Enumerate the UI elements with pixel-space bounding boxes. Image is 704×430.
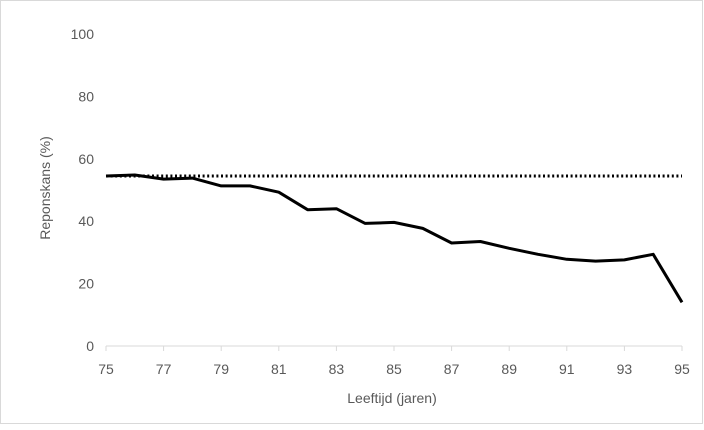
- y-tick-label: 40: [78, 213, 94, 229]
- x-tick-label: 85: [386, 361, 402, 377]
- y-tick-label: 100: [71, 26, 95, 42]
- y-tick-label: 60: [78, 151, 94, 167]
- y-tick-label: 80: [78, 88, 94, 104]
- x-tick-label: 95: [674, 361, 690, 377]
- x-tick-label: 79: [213, 361, 229, 377]
- x-tick-label: 89: [501, 361, 517, 377]
- x-tick-label: 87: [444, 361, 460, 377]
- x-tick-label: 91: [559, 361, 575, 377]
- y-axis-label: Reponskans (%): [37, 136, 53, 240]
- y-tick-label: 0: [86, 338, 94, 354]
- x-tick-label: 81: [271, 361, 287, 377]
- x-axis-label: Leeftijd (jaren): [347, 390, 437, 406]
- x-axis-ticks: 75 77 79 81 83 85 87 89 91 93 95: [98, 346, 690, 377]
- x-tick-label: 83: [329, 361, 345, 377]
- x-tick-label: 93: [617, 361, 633, 377]
- x-tick-label: 75: [98, 361, 114, 377]
- y-axis-ticks: 0 20 40 60 80 100: [71, 26, 95, 354]
- series-layer: [105, 173, 684, 304]
- y-tick-label: 20: [78, 276, 94, 292]
- series-line-solid: [105, 173, 684, 304]
- x-tick-label: 77: [156, 361, 172, 377]
